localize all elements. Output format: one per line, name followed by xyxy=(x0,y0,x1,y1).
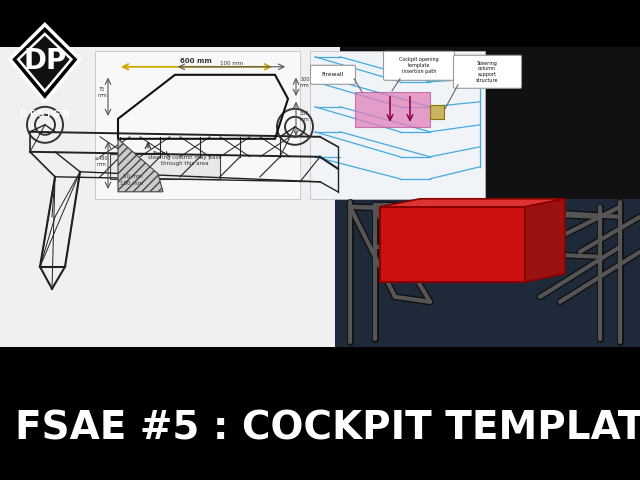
Text: 100 mm: 100 mm xyxy=(120,181,143,186)
Bar xyxy=(335,199,640,347)
Text: 50 mm: 50 mm xyxy=(123,174,143,179)
Bar xyxy=(0,47,340,347)
Text: Steering
column
support
structure: Steering column support structure xyxy=(476,60,499,83)
Text: Cockpit opening
template
insertion path: Cockpit opening template insertion path xyxy=(399,58,439,74)
Polygon shape xyxy=(525,199,565,282)
Bar xyxy=(110,154,220,179)
Text: 75
mm: 75 mm xyxy=(97,87,107,98)
Text: FSAE #5 : COCKPIT TEMPLATE: FSAE #5 : COCKPIT TEMPLATE xyxy=(15,409,640,447)
Text: steering column may pass
through this area: steering column may pass through this ar… xyxy=(148,155,221,166)
Text: 350
mm: 350 mm xyxy=(300,111,310,122)
Text: 600 mm: 600 mm xyxy=(180,58,212,64)
Bar xyxy=(430,105,444,119)
Text: DP: DP xyxy=(23,48,67,75)
Text: 100 mm: 100 mm xyxy=(220,61,244,66)
Polygon shape xyxy=(18,34,72,91)
FancyBboxPatch shape xyxy=(383,51,454,80)
Text: 100
mm: 100 mm xyxy=(300,77,310,88)
Polygon shape xyxy=(380,199,565,207)
FancyBboxPatch shape xyxy=(310,65,355,84)
Bar xyxy=(380,207,525,282)
Polygon shape xyxy=(355,92,430,127)
Bar xyxy=(95,51,300,199)
FancyBboxPatch shape xyxy=(454,55,522,88)
Polygon shape xyxy=(118,139,163,192)
Text: Firewall: Firewall xyxy=(322,72,344,77)
Polygon shape xyxy=(10,24,80,102)
Text: D E S I G N: D E S I G N xyxy=(20,110,70,119)
Text: Front: Front xyxy=(152,151,168,156)
Text: ≥480
mm: ≥480 mm xyxy=(94,156,108,167)
Bar xyxy=(310,51,485,199)
